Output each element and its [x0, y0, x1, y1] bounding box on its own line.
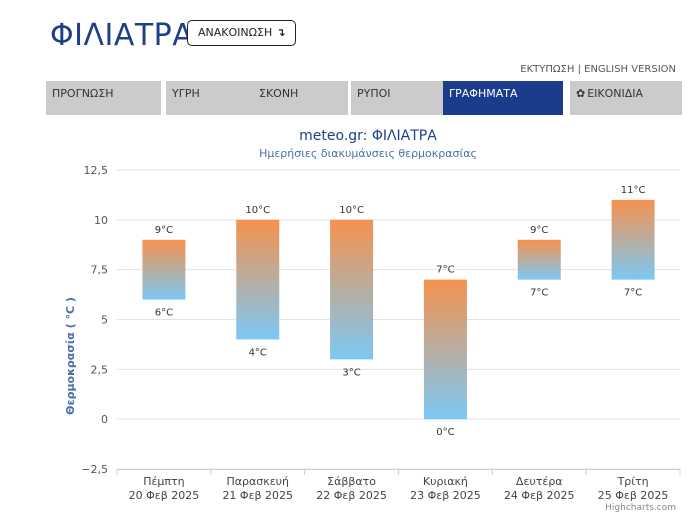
tab-pollutants[interactable]: ΡΥΠΟΙ	[351, 81, 445, 115]
page-title: ΦΙΛΙΑΤΡΑ	[50, 18, 194, 53]
max-temp-label: 11°C	[621, 185, 646, 196]
y-tick-label: −2,5	[81, 463, 108, 476]
tab-label: ΣΚΟΝΗ	[259, 87, 299, 100]
min-temp-label: 0°C	[436, 427, 454, 438]
english-version-link[interactable]: ENGLISH VERSION	[584, 64, 676, 75]
min-temp-label: 7°C	[624, 288, 642, 299]
max-temp-label: 7°C	[436, 265, 454, 276]
announcement-button[interactable]: ΑΝΑΚΟΙΝΩΣΗ ↴	[187, 20, 297, 46]
min-temp-label: 6°C	[155, 308, 173, 319]
link-separator: |	[577, 64, 581, 75]
x-tick-date: 23 Φεβ 2025	[410, 489, 481, 502]
temperature-range-bar	[423, 279, 467, 420]
x-tick-day: Τρίτη	[617, 475, 649, 488]
tab-label: ΠΡΟΓΝΩΣΗ	[52, 87, 114, 100]
tab-label: ΡΥΠΟΙ	[357, 87, 391, 100]
max-temp-label: 9°C	[155, 225, 173, 236]
y-axis-label: Θερμοκρασία ( °C )	[64, 297, 77, 415]
print-link[interactable]: ΕΚΤΥΠΩΣΗ	[520, 64, 575, 75]
x-tick-date: 21 Φεβ 2025	[222, 489, 293, 502]
y-tick-label: 10	[94, 214, 108, 227]
x-tick-date: 22 Φεβ 2025	[316, 489, 387, 502]
announcement-label: ΑΝΑΚΟΙΝΩΣΗ	[198, 26, 273, 39]
temperature-range-bar	[236, 219, 280, 340]
tab-label: ΕΙΚΟΝΙΔΙΑ	[587, 87, 644, 100]
min-temp-label: 7°C	[530, 288, 548, 299]
x-tick-day: Σάββατο	[327, 475, 376, 488]
gear-icon: ✿	[576, 87, 586, 100]
y-tick-label: 7,5	[91, 264, 109, 277]
y-tick-label: 5	[101, 314, 108, 327]
tab-charts[interactable]: ΓΡΑΦΗΜΑΤΑ	[443, 81, 563, 115]
temperature-range-chart: meteo.gr: ΦΙΛΙΑΤΡΑ Ημερήσιες διακυμάνσει…	[64, 128, 681, 513]
x-tick-day: Πέμπτη	[143, 475, 184, 488]
min-temp-label: 3°C	[342, 367, 360, 378]
y-tick-label: 0	[101, 413, 108, 426]
max-temp-label: 10°C	[245, 205, 270, 216]
temperature-range-bar	[142, 239, 186, 300]
main-tabs: ΠΡΟΓΝΩΣΗ ΥΓΡΗ ΣΚΟΝΗ ΡΥΠΟΙ ΓΡΑΦΗΜΑΤΑ ✿ ΕΙΚ…	[46, 81, 682, 115]
x-tick-date: 20 Φεβ 2025	[129, 489, 200, 502]
temperature-range-bar	[330, 219, 374, 360]
min-temp-label: 4°C	[249, 347, 267, 358]
temperature-range-bar	[611, 199, 655, 280]
max-temp-label: 10°C	[339, 205, 364, 216]
highcharts-credit[interactable]: Highcharts.com	[605, 503, 676, 513]
x-tick-day: Παρασκευή	[227, 475, 290, 488]
tab-dust[interactable]: ΣΚΟΝΗ	[253, 81, 348, 115]
chart-title: meteo.gr: ΦΙΛΙΑΤΡΑ	[299, 128, 437, 144]
chart-subtitle: Ημερήσιες διακυμάνσεις θερμοκρασίας	[259, 147, 477, 160]
x-tick-day: Κυριακή	[423, 475, 468, 488]
tab-icons[interactable]: ✿ ΕΙΚΟΝΙΔΙΑ	[570, 81, 682, 115]
y-tick-label: 2,5	[91, 363, 109, 376]
x-tick-date: 25 Φεβ 2025	[598, 489, 669, 502]
x-tick-day: Δευτέρα	[516, 475, 563, 488]
tab-label: ΥΓΡΗ	[172, 87, 200, 100]
turn-down-arrow-icon: ↴	[276, 26, 286, 39]
top-links: ΕΚΤΥΠΩΣΗ | ENGLISH VERSION	[520, 64, 676, 75]
max-temp-label: 9°C	[530, 225, 548, 236]
temperature-range-bar	[517, 239, 561, 280]
y-tick-label: 12,5	[84, 164, 109, 177]
x-tick-date: 24 Φεβ 2025	[504, 489, 575, 502]
tab-forecast[interactable]: ΠΡΟΓΝΩΣΗ	[46, 81, 161, 115]
tab-label: ΓΡΑΦΗΜΑΤΑ	[449, 87, 518, 100]
